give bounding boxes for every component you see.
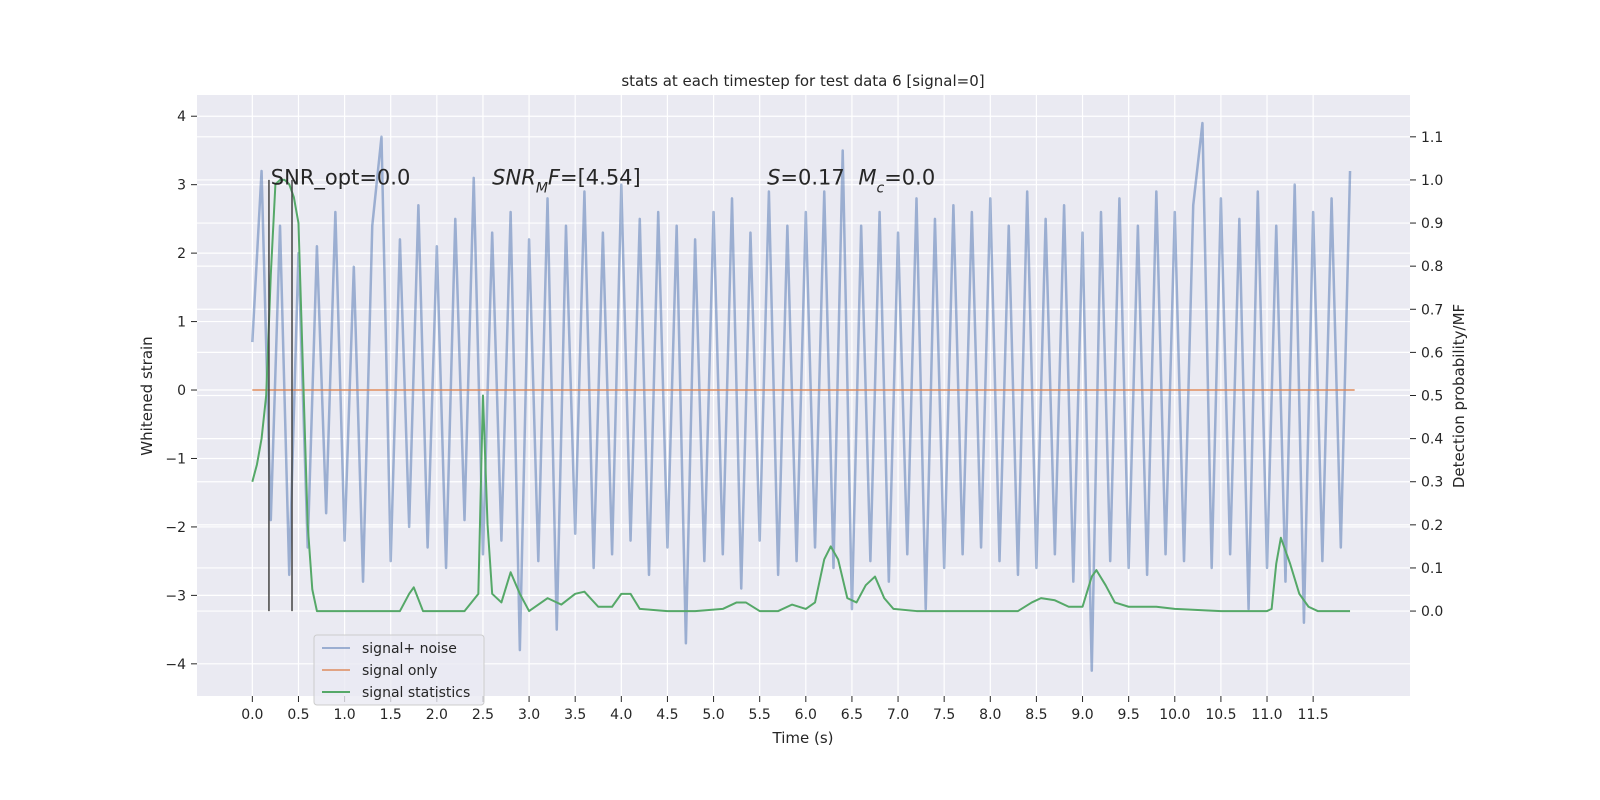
x-tick-label: 9.5 [1118, 707, 1140, 723]
annotation-part: M [536, 181, 548, 197]
annotation-part: =0.17 [780, 166, 844, 190]
marks [251, 121, 1355, 672]
x-tick-label: 4.5 [656, 707, 678, 723]
x-tick-label: 3.0 [518, 707, 540, 723]
y-tick-label: −1 [165, 451, 186, 467]
x-tick-label: 1.5 [380, 707, 402, 723]
labels: 0.0 0.5 1.0 1.5 2.0 2.5 3.0 3.5 4.0 4.5 5.0 5.5 6.0 6… [165, 109, 1443, 723]
x-tick-label: 2.0 [426, 707, 448, 723]
x-tick-label: 10.5 [1205, 707, 1236, 723]
x-tick-label: 11.5 [1298, 707, 1329, 723]
annotation-part: F [548, 166, 561, 190]
x-tick-label: 8.5 [1025, 707, 1047, 723]
y2-tick-label: 0.3 [1421, 475, 1443, 491]
y-tick-label: −4 [165, 657, 186, 673]
legend-box [313, 634, 485, 706]
x-tick-label: 7.5 [933, 707, 955, 723]
legend-label: signal statistics [362, 685, 470, 701]
annotation-part: M [858, 166, 876, 190]
x-tick-label: 4.0 [610, 707, 632, 723]
x-axis-label: Time (s) [772, 729, 834, 747]
y-tick-label: 4 [177, 109, 186, 125]
annotation: S=0.17 [767, 166, 845, 190]
x-tick-label: 10.0 [1159, 707, 1190, 723]
annotation-part: S [767, 166, 780, 190]
series-line [251, 121, 1352, 672]
annotation: SNRMF=[4.54] [492, 166, 641, 197]
y2-axis-label: Detection probability/MF [1450, 304, 1468, 488]
y2-tick-label: 0.9 [1421, 216, 1443, 232]
y2-tick-label: 0.4 [1421, 432, 1443, 448]
legend-label: signal only [362, 663, 437, 679]
annotation-part: c [877, 181, 885, 197]
x-tick-label: 2.5 [472, 707, 494, 723]
legend: signal+ noise signal only signal statistic… [313, 634, 485, 706]
x-tick-label: 11.0 [1251, 707, 1282, 723]
chart-title: stats at each timestep for test data 6 [… [621, 72, 984, 90]
x-tick-label: 0.5 [287, 707, 309, 723]
annotation: SNR_opt=0.0 [271, 166, 411, 191]
x-tick-label: 7.0 [887, 707, 909, 723]
x-tick-label: 0.0 [241, 707, 263, 723]
y-tick-label: 2 [177, 246, 186, 262]
y2-tick-label: 0.8 [1421, 259, 1443, 275]
x-tick-label: 5.0 [702, 707, 724, 723]
x-tick-label: 9.0 [1071, 707, 1093, 723]
y2-tick-label: 0.0 [1421, 604, 1443, 620]
legend-label: signal+ noise [362, 641, 457, 657]
y2-tick-label: 1.0 [1421, 173, 1443, 189]
y2-tick-label: 1.1 [1421, 130, 1443, 146]
y2-tick-label: 0.1 [1421, 561, 1443, 577]
annotation: Mc=0.0 [858, 166, 935, 197]
y-tick-label: 3 [177, 178, 186, 194]
y2-tick-label: 0.2 [1421, 518, 1443, 534]
y2-tick-label: 0.5 [1421, 389, 1443, 405]
y-tick-label: −3 [165, 588, 186, 604]
x-tick-label: 5.5 [749, 707, 771, 723]
annotation-part: SNR_opt=0.0 [271, 166, 411, 191]
x-tick-label: 6.0 [795, 707, 817, 723]
annotation-part: SNR [492, 166, 536, 190]
annotation-part: =0.0 [884, 166, 935, 190]
x-tick-label: 8.0 [979, 707, 1001, 723]
x-tick-label: 3.5 [564, 707, 586, 723]
annotation-part: =[4.54] [560, 166, 641, 190]
y-tick-label: −2 [165, 520, 186, 536]
y-tick-label: 1 [177, 315, 186, 331]
x-tick-label: 6.5 [841, 707, 863, 723]
series-line [251, 178, 1351, 613]
x-tick-label: 1.0 [333, 707, 355, 723]
y2-tick-label: 0.7 [1421, 302, 1443, 318]
y-tick-label: 0 [177, 383, 186, 399]
y-axis-label: Whitened strain [138, 336, 156, 455]
y2-tick-label: 0.6 [1421, 345, 1443, 361]
